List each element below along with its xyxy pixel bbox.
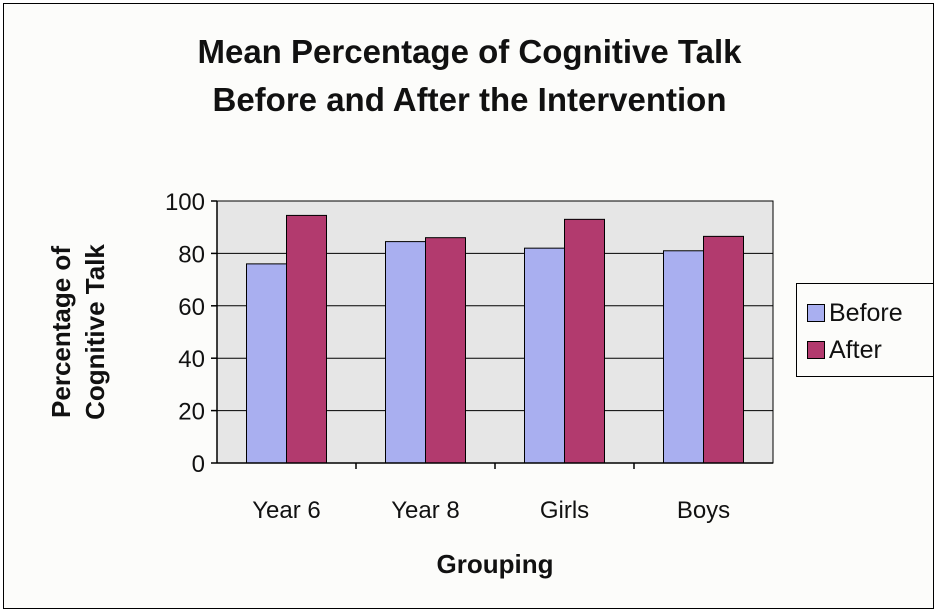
y-tick-label: 40 (178, 346, 205, 373)
x-axis-title: Grouping (437, 549, 554, 579)
legend-swatch-before (807, 304, 825, 322)
bar-after-year-8 (425, 237, 466, 464)
x-tick-label: Girls (540, 497, 589, 524)
bar-before-boys (663, 250, 704, 464)
x-tick-label: Boys (677, 497, 730, 524)
y-tick-label: 100 (165, 189, 205, 216)
legend-swatch-after (807, 341, 825, 359)
y-axis-title-line1: Percentage of (46, 246, 76, 418)
bar-before-year-8 (385, 241, 426, 464)
chart-title-line1: Mean Percentage of Cognitive Talk (197, 33, 742, 70)
legend-item-after: After (807, 335, 882, 365)
x-tick-label: Year 6 (252, 497, 321, 524)
y-tick-label: 60 (178, 294, 205, 321)
y-tick-label: 20 (178, 399, 205, 426)
bar-after-year-6 (286, 214, 327, 464)
bar-before-year-6 (246, 263, 287, 464)
chart-title-line2: Before and After the Intervention (212, 81, 727, 118)
y-tick-label: 80 (178, 241, 205, 268)
legend-label-after: After (829, 335, 882, 364)
legend: Before After (796, 283, 934, 377)
y-axis-title-line2: Cognitive Talk (80, 244, 110, 420)
bar-before-girls (524, 247, 565, 464)
bar-after-girls (564, 218, 605, 464)
legend-item-before: Before (807, 298, 903, 328)
chart-title: Mean Percentage of Cognitive Talk Before… (0, 28, 939, 124)
y-tick-label: 0 (192, 451, 205, 478)
x-tick-label: Year 8 (391, 497, 460, 524)
bar-after-boys (703, 235, 744, 464)
legend-label-before: Before (829, 298, 903, 327)
